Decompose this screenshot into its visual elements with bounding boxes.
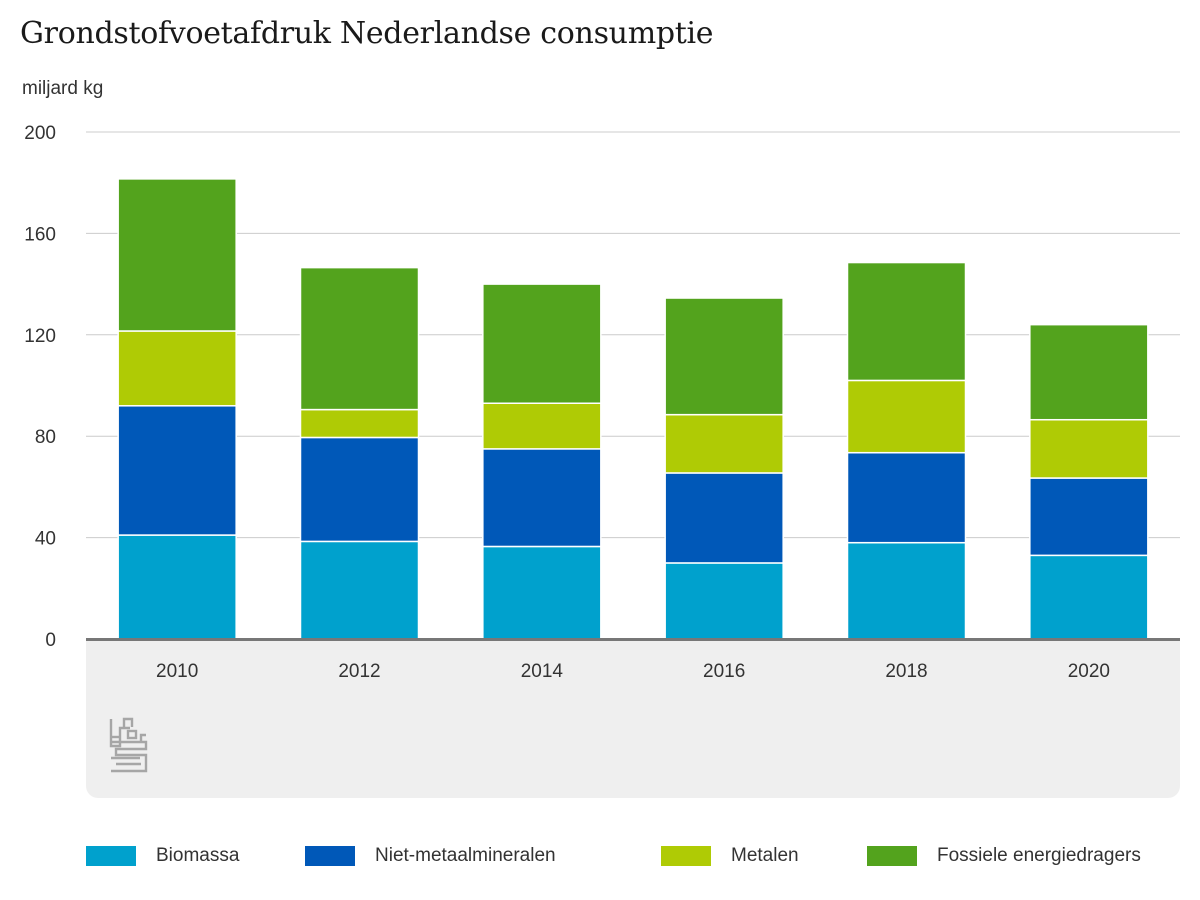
x-tick-label: 2018 (885, 661, 927, 682)
bar-segment-fossiele-energiedragers-2010 (117, 178, 237, 332)
bar-segment-metalen-2010 (117, 330, 237, 407)
grid-lines (86, 131, 1180, 539)
y-tick-label: 200 (24, 123, 56, 144)
bar-segment-fossiele-energiedragers-2018 (846, 261, 967, 382)
bar-segment-biomassa-2020 (1029, 554, 1149, 640)
x-tick-label: 2010 (156, 661, 198, 682)
cbs-logo-icon (109, 717, 148, 773)
bar-segment-niet-metaalmineralen-2018 (846, 451, 967, 544)
x-tick-label: 2014 (521, 661, 564, 682)
legend-swatch (86, 846, 136, 866)
legend-item-fossiele-energiedragers: Fossiele energiedragers (867, 845, 1141, 867)
bar-segment-biomassa-2010 (117, 534, 237, 640)
y-tick-label: 0 (45, 630, 56, 651)
bar-segment-biomassa-2018 (846, 541, 967, 640)
y-tick-label: 80 (35, 427, 56, 448)
bar-segment-niet-metaalmineralen-2016 (664, 472, 784, 564)
x-tick-label: 2016 (703, 661, 745, 682)
x-tick-label: 2020 (1068, 661, 1110, 682)
legend-label: Metalen (731, 845, 799, 866)
legend-swatch (867, 846, 917, 866)
x-tick-labels: 2010 2012 2014 2016 2018 2020 (156, 661, 1110, 682)
bar-segment-biomassa-2016 (664, 562, 784, 640)
bar-segment-metalen-2016 (664, 413, 784, 474)
x-tick-label: 2012 (338, 661, 380, 682)
bar-segment-metalen-2014 (482, 402, 602, 450)
bar-segment-niet-metaalmineralen-2010 (117, 405, 237, 536)
legend-swatch (305, 846, 355, 866)
legend-label: Niet-metaalmineralen (375, 845, 556, 866)
bar-segment-metalen-2018 (846, 379, 967, 454)
legend-swatch (661, 846, 711, 866)
bar-segment-biomassa-2012 (299, 540, 420, 640)
y-tick-label: 160 (24, 224, 56, 245)
footer-background (86, 640, 1180, 798)
y-axis-unit-label: miljard kg (22, 78, 104, 99)
legend-label: Fossiele energiedragers (937, 845, 1141, 866)
bar-segment-biomassa-2014 (482, 545, 602, 640)
legend-item-niet-metaalmineralen: Niet-metaalmineralen (305, 845, 556, 867)
bar-segment-fossiele-energiedragers-2016 (664, 297, 784, 416)
bar-segment-fossiele-energiedragers-2012 (299, 266, 420, 411)
y-tick-label: 40 (35, 529, 56, 550)
bar-segment-metalen-2012 (299, 408, 420, 439)
bar-segment-niet-metaalmineralen-2020 (1029, 477, 1149, 557)
chart-title: Grondstofvoetafdruk Nederlandse consumpt… (20, 16, 714, 51)
footer-background-top (86, 640, 1180, 660)
bar-segment-niet-metaalmineralen-2014 (482, 448, 602, 548)
bar-segment-fossiele-energiedragers-2020 (1029, 323, 1149, 421)
legend-label: Biomassa (156, 845, 240, 866)
y-tick-label: 120 (24, 326, 56, 347)
y-tick-labels: 0 40 80 120 160 200 (24, 123, 56, 651)
bar-segment-fossiele-energiedragers-2014 (482, 283, 602, 404)
legend-item-biomassa: Biomassa (86, 845, 239, 867)
legend: Biomassa Niet-metaalmineralen Metalen Fo… (0, 845, 1200, 875)
bar-segment-metalen-2020 (1029, 418, 1149, 479)
legend-item-metalen: Metalen (661, 845, 799, 867)
bars (117, 178, 1149, 640)
bar-segment-niet-metaalmineralen-2012 (299, 436, 420, 543)
